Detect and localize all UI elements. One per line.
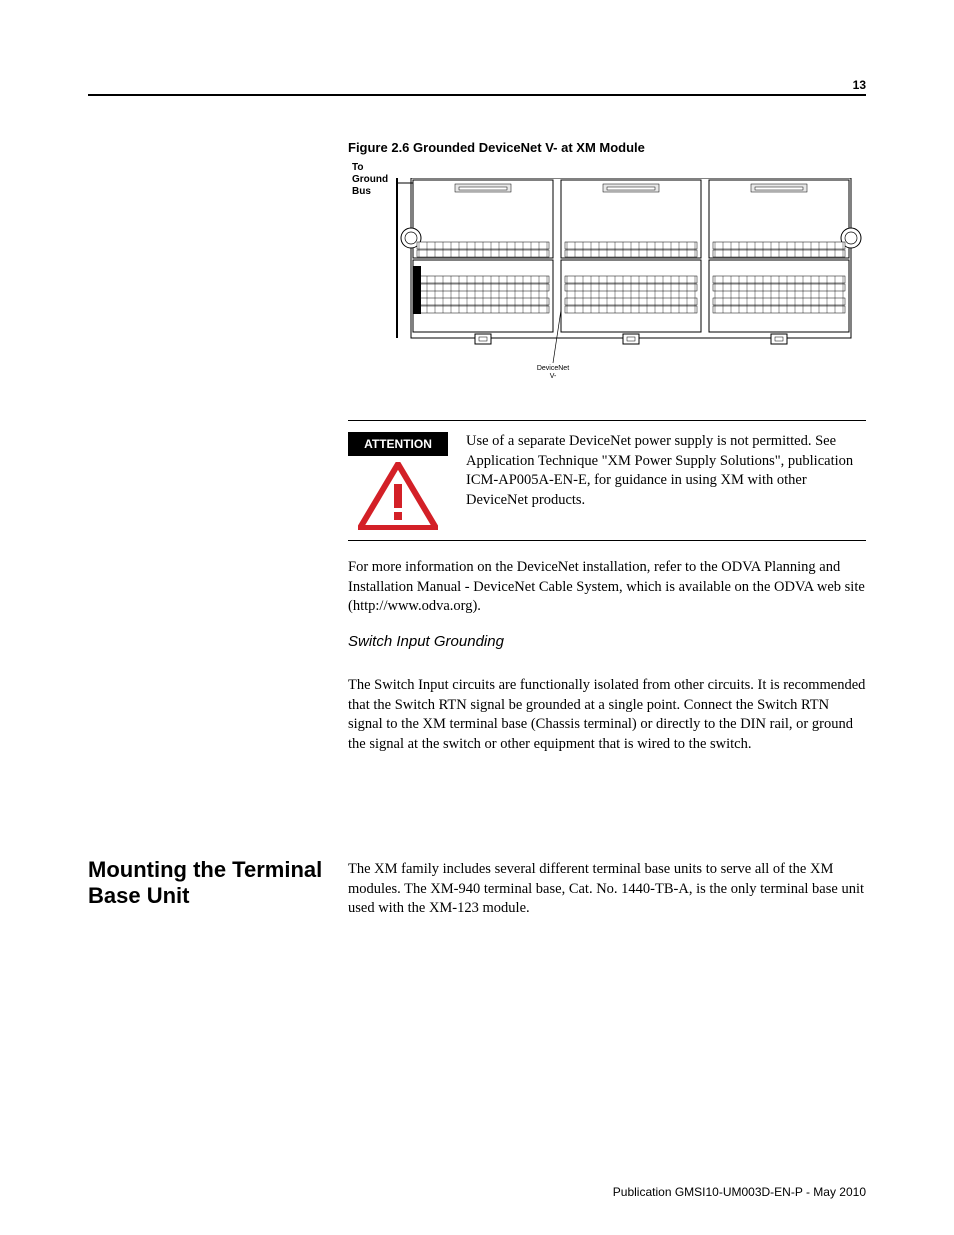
attention-divider-top [348, 420, 866, 421]
svg-text:V-: V- [550, 373, 557, 378]
subsection-heading: Switch Input Grounding [348, 633, 504, 650]
section-heading: Mounting the Terminal Base Unit [88, 857, 328, 910]
ground-bus-label: To Ground Bus [352, 162, 388, 198]
top-rule [88, 94, 866, 96]
attention-divider-bottom [348, 540, 866, 541]
attention-text: Use of a separate DeviceNet power supply… [466, 432, 866, 532]
attention-badge: ATTENTION [348, 432, 448, 456]
warning-icon [348, 462, 448, 532]
diagram-svg: DeviceNet V- [393, 178, 863, 378]
paragraph-more-info: For more information on the DeviceNet in… [348, 558, 866, 617]
publication-footer: Publication GMSI10-UM003D-EN-P - May 201… [613, 1185, 866, 1199]
figure-container: To Ground Bus [348, 160, 868, 385]
callout-text: DeviceNet [537, 365, 569, 372]
attention-block: ATTENTION Use of a separate DeviceNet po… [348, 432, 866, 532]
page-number: 13 [853, 78, 866, 92]
figure-title: Figure 2.6 Grounded DeviceNet V- at XM M… [348, 140, 645, 155]
subsection-body: The Switch Input circuits are functional… [348, 676, 866, 754]
section-body: The XM family includes several different… [348, 860, 866, 919]
